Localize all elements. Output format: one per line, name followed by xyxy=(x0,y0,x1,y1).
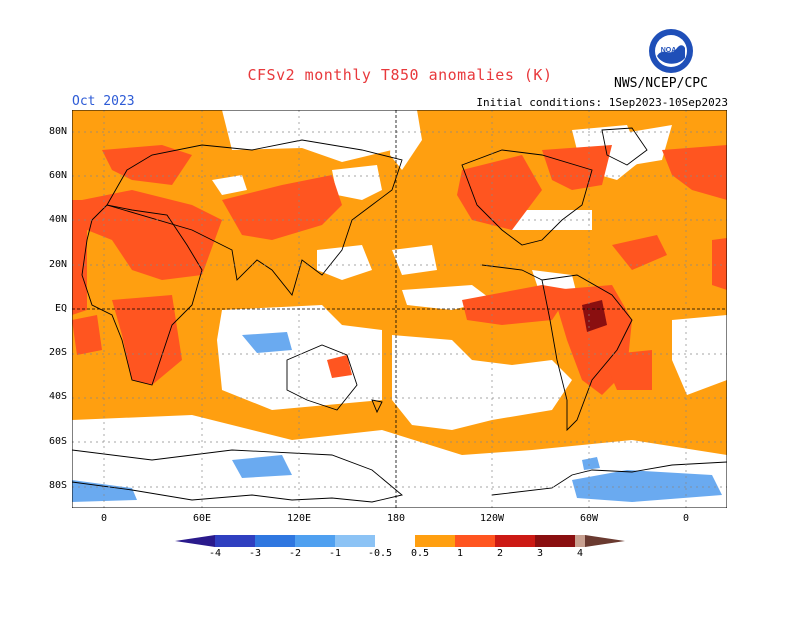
strong-warm-regions xyxy=(582,300,607,332)
cool-regions xyxy=(72,332,722,502)
color-legend xyxy=(175,535,625,547)
moderate-warm-regions xyxy=(72,145,727,395)
legend-label: -1 xyxy=(328,548,342,559)
lon-label: 60E xyxy=(192,513,212,524)
neutral-regions xyxy=(72,110,727,508)
agency-label: NWS/NCEP/CPC xyxy=(614,76,708,91)
lon-label: 60W xyxy=(579,513,599,524)
lon-label: 0 xyxy=(100,513,108,524)
map-title: CFSv2 monthly T850 anomalies (K) xyxy=(247,66,553,84)
lat-label: 80N xyxy=(48,126,67,137)
lat-label: 20S xyxy=(48,347,67,358)
legend-label: 3 xyxy=(536,548,544,559)
lat-label: 40S xyxy=(48,391,67,402)
lat-label: 60N xyxy=(48,170,67,181)
forecast-month: Oct 2023 xyxy=(72,94,135,109)
lat-label: EQ xyxy=(54,303,67,314)
lat-label: 80S xyxy=(48,480,67,491)
legend-label: 4 xyxy=(576,548,584,559)
lon-label: 180 xyxy=(386,513,406,524)
initial-conditions: Initial conditions: 1Sep2023-10Sep2023 xyxy=(476,96,728,109)
anomaly-map xyxy=(72,110,727,508)
legend-label: -4 xyxy=(208,548,222,559)
lat-label: 20N xyxy=(48,259,67,270)
legend-label: -2 xyxy=(288,548,302,559)
noaa-logo: NOAA xyxy=(649,29,693,73)
lon-label: 0 xyxy=(682,513,690,524)
lon-label: 120W xyxy=(479,513,505,524)
lat-label: 60S xyxy=(48,436,67,447)
noaa-logo-text: NOAA xyxy=(661,47,682,54)
legend-label: 2 xyxy=(496,548,504,559)
lon-label: 120E xyxy=(286,513,312,524)
legend-label: -0.5 xyxy=(367,548,393,559)
lat-label: 40N xyxy=(48,214,67,225)
grid-lines xyxy=(72,110,727,508)
legend-label: 0.5 xyxy=(410,548,430,559)
legend-label: -3 xyxy=(248,548,262,559)
legend-label: 1 xyxy=(456,548,464,559)
